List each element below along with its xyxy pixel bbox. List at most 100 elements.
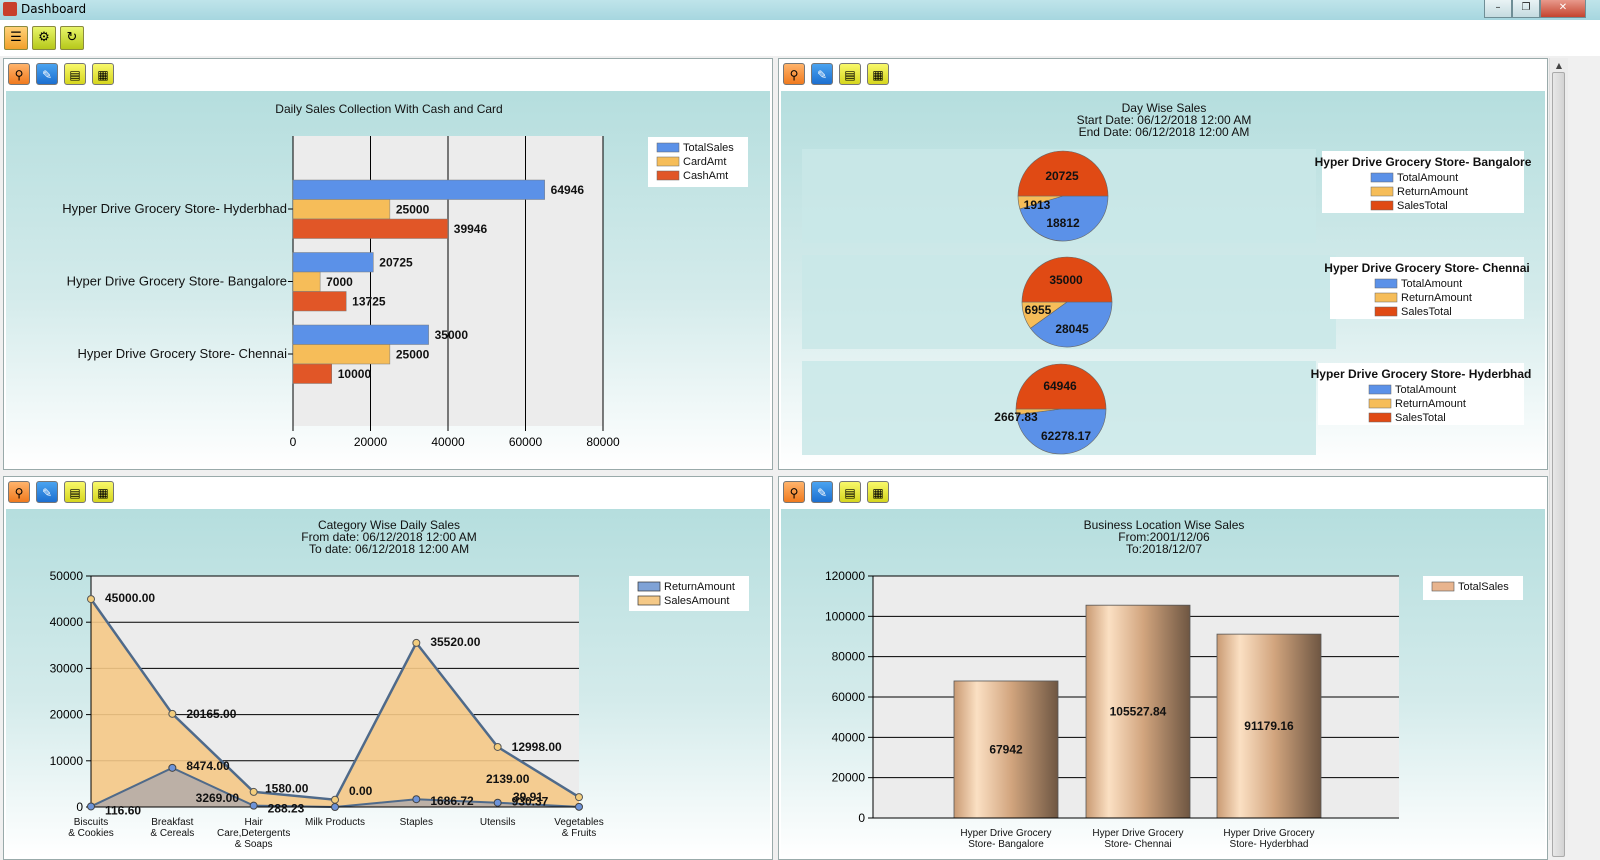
bar-CardAmt: [292, 199, 391, 220]
location-cylinder-bar-chart: Business Location Wise SalesFrom:2001/12…: [825, 518, 1523, 850]
bar-TotalSales: [292, 252, 374, 273]
report-button[interactable]: ☰: [4, 26, 28, 50]
legend-box: [1322, 151, 1524, 213]
data-label: 20165.00: [186, 707, 236, 721]
data-label: 0.00: [349, 784, 373, 798]
legend-label: SalesAmount: [664, 595, 729, 607]
x-category-label: Hyper Drive Grocery: [1223, 828, 1314, 839]
bar-CashAmt: [292, 363, 332, 384]
pie-slice-SalesTotal: [1021, 256, 1113, 303]
y-tick-label: 40000: [832, 730, 866, 744]
y-tick-label: 10000: [50, 754, 84, 768]
x-category-label: & Soaps: [235, 839, 273, 850]
data-label: 20725: [379, 256, 413, 270]
chart-area: Daily Sales Collection With Cash and Car…: [6, 91, 770, 467]
data-label: 39.91: [513, 790, 543, 804]
legend-box: [1318, 363, 1524, 425]
export-button[interactable]: ▤: [839, 481, 861, 503]
export-button[interactable]: ▤: [64, 481, 86, 503]
export-button[interactable]: ▤: [64, 63, 86, 85]
x-category-label: Store- Bangalore: [968, 839, 1044, 850]
point-ReturnAmount: [87, 802, 95, 811]
data-label: 2139.00: [486, 772, 530, 786]
y-tick-label: 20000: [832, 771, 866, 785]
point-SalesAmount: [493, 742, 502, 751]
legend-swatch: [637, 581, 661, 592]
x-tick-label: 40000: [431, 435, 465, 449]
zoom-button[interactable]: ⚲: [783, 63, 805, 85]
chart-subtitle: From:2001/12/06: [1118, 530, 1210, 544]
legend-label: ReturnAmount: [1397, 186, 1468, 198]
data-label: 67942: [989, 742, 1023, 756]
pie-data-label: 6955: [1025, 303, 1052, 317]
legend-swatch: [1374, 278, 1398, 289]
legend-box: [1330, 257, 1524, 319]
grid-view-button[interactable]: ▦: [867, 63, 889, 85]
x-category-label: Utensils: [480, 817, 516, 828]
bar-TotalSales: [1216, 633, 1322, 819]
zoom-button[interactable]: ⚲: [8, 481, 30, 503]
grid-view-button[interactable]: ▦: [92, 63, 114, 85]
minimize-button[interactable]: –: [1484, 0, 1512, 18]
bar-TotalSales: [292, 324, 429, 345]
x-category-label: Store- Chennai: [1104, 839, 1171, 850]
grid-view-button[interactable]: ▦: [867, 481, 889, 503]
legend-swatch: [637, 595, 661, 606]
vertical-scrollbar[interactable]: ▲: [1549, 58, 1568, 857]
refresh-button[interactable]: ↻: [60, 26, 84, 50]
y-tick-label: 100000: [825, 609, 865, 623]
point-SalesAmount: [168, 709, 177, 718]
y-tick-label: 0: [76, 800, 83, 814]
scroll-up-icon[interactable]: ▲: [1555, 61, 1563, 70]
pie-data-label: 2667.83: [994, 410, 1038, 424]
edit-button[interactable]: ✎: [36, 63, 58, 85]
area-SalesAmount: [91, 599, 579, 807]
y-tick-label: 50000: [50, 569, 84, 583]
bar-CardAmt: [292, 271, 321, 292]
edit-button[interactable]: ✎: [811, 63, 833, 85]
y-tick-label: 80000: [832, 650, 866, 664]
zoom-button[interactable]: ⚲: [783, 481, 805, 503]
settings-button[interactable]: ⚙: [32, 26, 56, 50]
pie-slice-TotalAmount: [1016, 408, 1107, 455]
legend-swatch: [1431, 581, 1455, 592]
scroll-thumb[interactable]: [1552, 72, 1565, 857]
chart-subtitle: To date: 06/12/2018 12:00 AM: [309, 542, 469, 556]
bar-CashAmt: [292, 291, 347, 312]
grid-view-button[interactable]: ▦: [92, 481, 114, 503]
legend-swatch: [1368, 412, 1392, 423]
maximize-button[interactable]: ❐: [1512, 0, 1540, 18]
legend-label: ReturnAmount: [1401, 292, 1472, 304]
point-ReturnAmount: [412, 795, 421, 804]
legend-swatch: [656, 142, 680, 153]
data-label: 288.23: [268, 802, 305, 816]
panel-location-sales: ⚲ ✎ ▤ ▦ Business Location Wise Sales From…: [778, 476, 1548, 860]
export-button[interactable]: ▤: [839, 63, 861, 85]
panel-category-sales: ⚲ ✎ ▤ ▦ Category Wise Daily Sales From da…: [3, 476, 773, 860]
x-category-label: & Cereals: [150, 828, 194, 839]
data-label: 116.60: [105, 803, 141, 817]
pie-data-label: 1913: [1024, 198, 1051, 212]
x-tick-label: 20000: [354, 435, 388, 449]
chart-area: Category Wise Daily Sales From date: 06/1…: [6, 509, 770, 857]
zoom-button[interactable]: ⚲: [8, 63, 30, 85]
y-tick-label: 0: [858, 811, 865, 825]
window-title: Dashboard: [21, 2, 87, 16]
data-label: 64946: [551, 183, 585, 197]
category-label: Hyper Drive Grocery Store- Hyderbhad: [62, 201, 287, 216]
x-category-label: & Fruits: [562, 828, 596, 839]
close-button[interactable]: ✕: [1540, 0, 1586, 18]
edit-button[interactable]: ✎: [811, 481, 833, 503]
legend-title: Hyper Drive Grocery Store- Hyderbhad: [1311, 367, 1532, 381]
main-toolbar: ☰ ⚙ ↻: [0, 20, 1600, 56]
data-label: 35000: [435, 328, 469, 342]
data-label: 3269.00: [196, 791, 240, 805]
category-label: Hyper Drive Grocery Store- Chennai: [77, 346, 287, 361]
data-label: 45000.00: [105, 591, 155, 605]
data-label: 1686.72: [430, 794, 474, 808]
x-category-label: Milk Products: [305, 817, 365, 828]
x-category-label: Vegetables: [554, 817, 604, 828]
edit-button[interactable]: ✎: [36, 481, 58, 503]
